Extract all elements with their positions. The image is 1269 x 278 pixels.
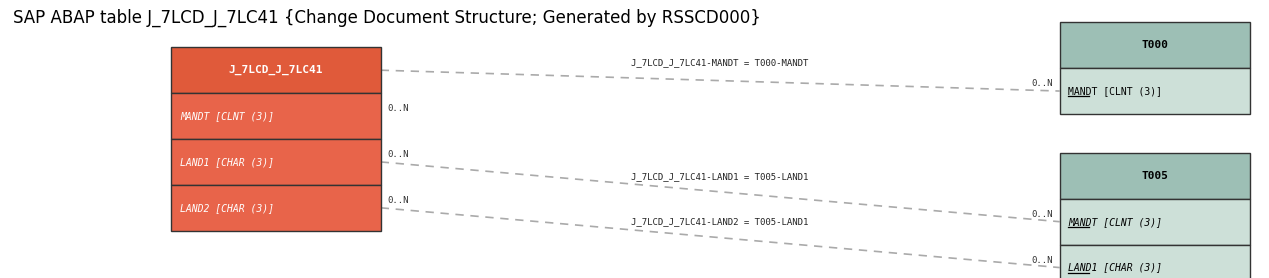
FancyBboxPatch shape	[1060, 68, 1250, 114]
FancyBboxPatch shape	[171, 139, 381, 185]
Text: MANDT [CLNT (3)]: MANDT [CLNT (3)]	[1068, 217, 1162, 227]
FancyBboxPatch shape	[1060, 153, 1250, 199]
Text: J_7LCD_J_7LC41-LAND2 = T005-LAND1: J_7LCD_J_7LC41-LAND2 = T005-LAND1	[632, 218, 808, 227]
FancyBboxPatch shape	[1060, 199, 1250, 245]
Text: J_7LCD_J_7LC41-MANDT = T000-MANDT: J_7LCD_J_7LC41-MANDT = T000-MANDT	[632, 58, 808, 67]
Text: 0..N: 0..N	[387, 196, 409, 205]
Text: J_7LCD_J_7LC41-LAND1 = T005-LAND1: J_7LCD_J_7LC41-LAND1 = T005-LAND1	[632, 172, 808, 181]
Text: SAP ABAP table J_7LCD_J_7LC41 {Change Document Structure; Generated by RSSCD000}: SAP ABAP table J_7LCD_J_7LC41 {Change Do…	[13, 8, 760, 27]
Text: 0..N: 0..N	[387, 150, 409, 159]
Text: J_7LCD_J_7LC41: J_7LCD_J_7LC41	[228, 65, 324, 75]
FancyBboxPatch shape	[171, 185, 381, 231]
FancyBboxPatch shape	[171, 93, 381, 139]
Text: 0..N: 0..N	[1032, 79, 1053, 88]
Text: LAND1 [CHAR (3)]: LAND1 [CHAR (3)]	[180, 157, 274, 167]
Text: T005: T005	[1141, 171, 1169, 181]
Text: MANDT [CLNT (3)]: MANDT [CLNT (3)]	[180, 111, 274, 121]
Text: 0..N: 0..N	[1032, 256, 1053, 265]
FancyBboxPatch shape	[1060, 22, 1250, 68]
Text: LAND1 [CHAR (3)]: LAND1 [CHAR (3)]	[1068, 263, 1162, 272]
Text: 0..N: 0..N	[1032, 210, 1053, 219]
FancyBboxPatch shape	[1060, 245, 1250, 278]
FancyBboxPatch shape	[171, 47, 381, 93]
Text: T000: T000	[1141, 40, 1169, 50]
Text: MANDT [CLNT (3)]: MANDT [CLNT (3)]	[1068, 86, 1162, 96]
Text: LAND2 [CHAR (3)]: LAND2 [CHAR (3)]	[180, 203, 274, 213]
Text: 0..N: 0..N	[387, 104, 409, 113]
